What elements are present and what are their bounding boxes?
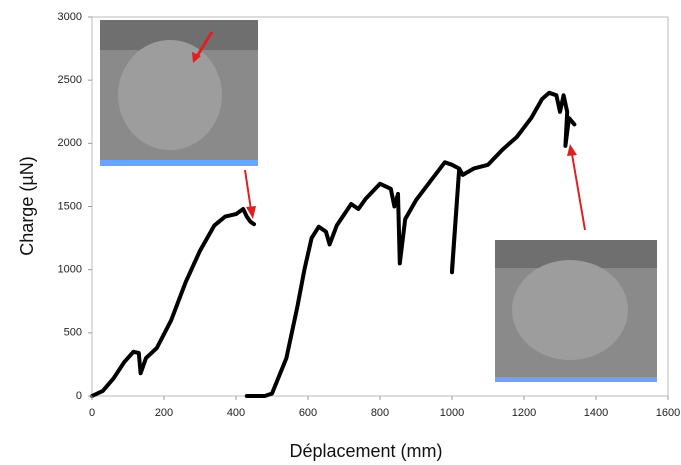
y-tick-label: 1000 xyxy=(58,264,82,276)
x-tick-label: 800 xyxy=(371,407,389,419)
y-tick-label: 2500 xyxy=(58,74,82,86)
x-tick-label: 0 xyxy=(89,407,95,419)
x-tick-label: 1000 xyxy=(440,407,464,419)
x-tick-label: 400 xyxy=(227,407,245,419)
y-tick-label: 1500 xyxy=(58,200,82,212)
annotation-arrow xyxy=(244,144,586,231)
plot-content xyxy=(90,90,577,398)
x-tick-label: 1400 xyxy=(584,407,608,419)
x-tick-label: 1200 xyxy=(512,407,536,419)
y-axis-title: Charge (µN) xyxy=(17,156,37,255)
x-axis-title: Déplacement (mm) xyxy=(289,441,442,461)
y-tick-label: 0 xyxy=(76,390,82,402)
y-tick-label: 3000 xyxy=(58,11,82,23)
x-tick-label: 1600 xyxy=(656,407,680,419)
x-tick-label: 200 xyxy=(155,407,173,419)
data-line xyxy=(90,90,577,398)
x-tick-label: 600 xyxy=(299,407,317,419)
inset-image xyxy=(495,240,657,382)
inset-image xyxy=(100,20,258,166)
y-tick-label: 500 xyxy=(64,327,82,339)
y-tick-label: 2000 xyxy=(58,137,82,149)
